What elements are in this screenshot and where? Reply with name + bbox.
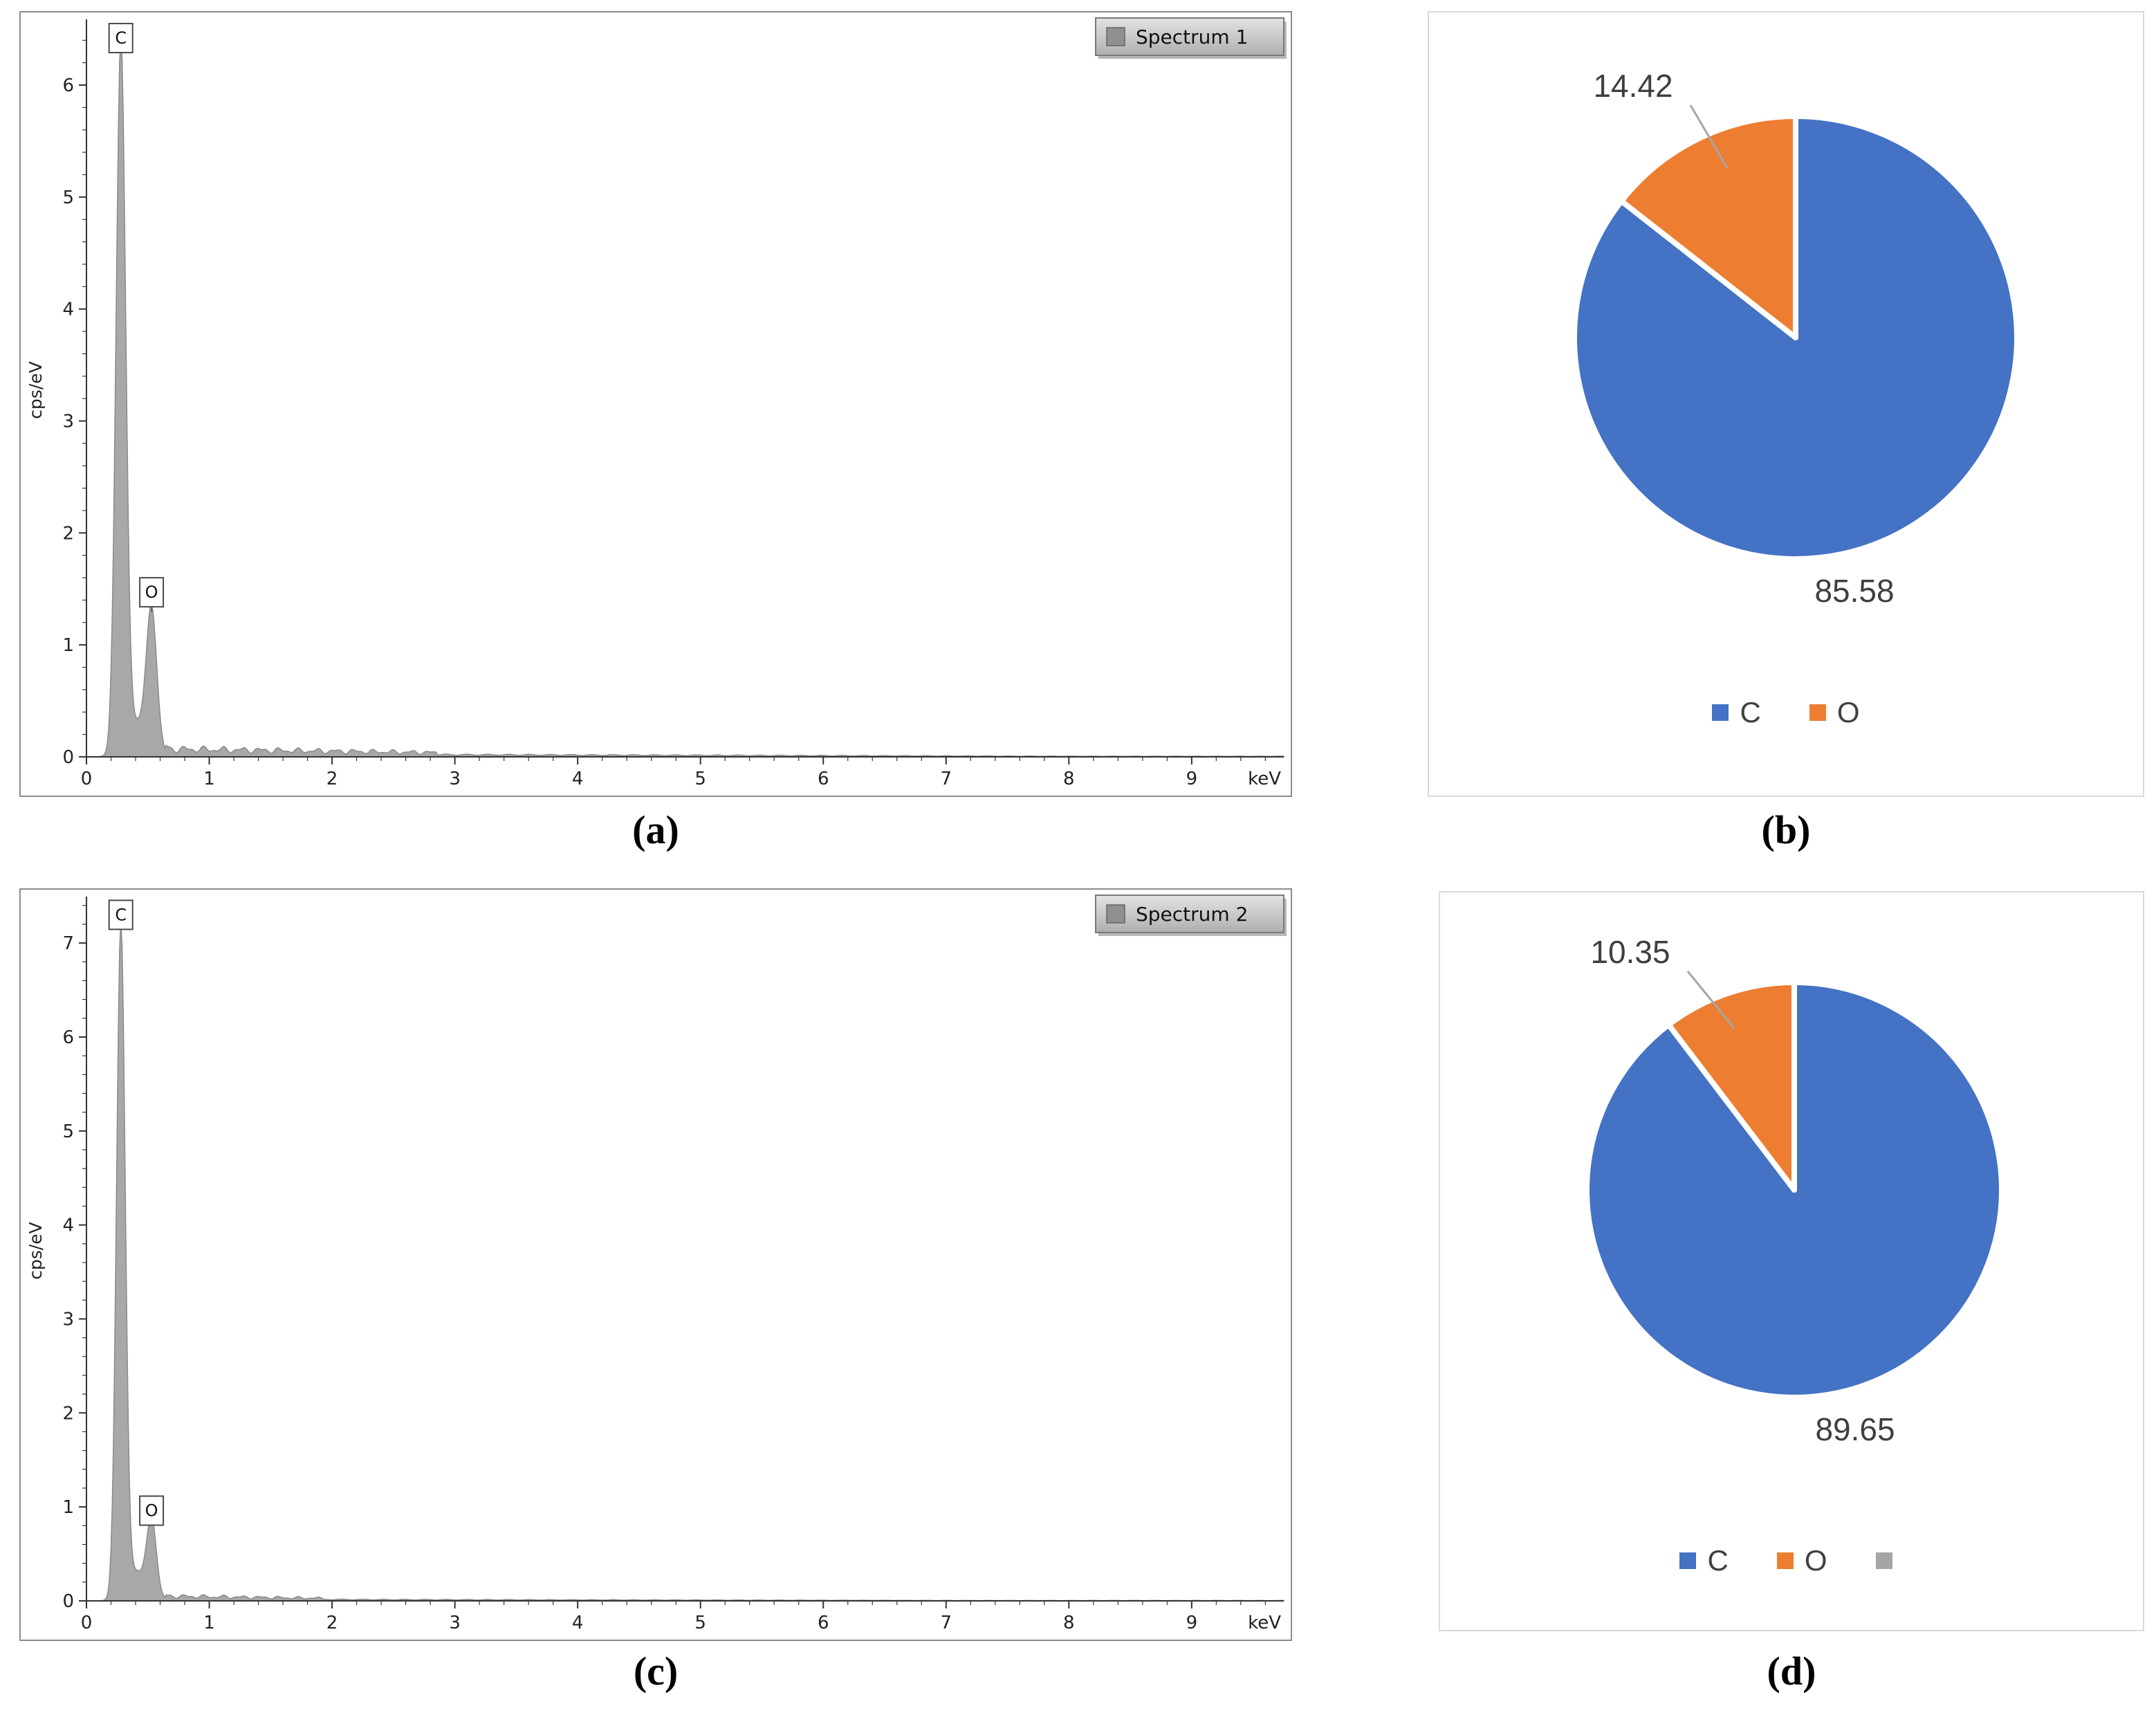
- y-axis-label: cps/eV: [26, 1222, 46, 1280]
- x-axis-unit-label: keV: [1248, 1613, 1281, 1633]
- x-tick-label: 5: [694, 769, 706, 789]
- peak-label-O: O: [139, 1495, 165, 1526]
- panel-spectrum-1: 0 1 2 3 4 5 6 7 8 9 keV 0 1 2 3 4 5 6 cps/eV C O Spectrum 1: [19, 11, 1292, 797]
- value-leader-line: [1686, 971, 1735, 1029]
- pie-slice-O: [1666, 980, 1797, 1193]
- y-tick-label: 2: [62, 523, 74, 544]
- eds-spectrum-1-chart: 0 1 2 3 4 5 6 7 8 9 keV 0 1 2 3 4 5 6 cps/eV C O Spectrum 1: [26, 17, 1287, 789]
- pie-value-major: 85.58: [1814, 573, 1894, 609]
- x-tick-label: 2: [326, 769, 338, 789]
- x-tick-label: 7: [940, 769, 952, 789]
- x-tick-label: 2: [326, 1613, 338, 1633]
- x-tick-label: 6: [818, 1613, 829, 1633]
- spectrum-legend: Spectrum 2: [1095, 895, 1287, 936]
- pie-legend-entry-C: C: [1679, 1544, 1729, 1577]
- axes: [86, 19, 1284, 758]
- y-tick-label: 1: [62, 635, 74, 656]
- panel-label-a: (a): [632, 807, 679, 852]
- x-tick-label: 7: [940, 1613, 952, 1633]
- x-tick-label: 6: [818, 769, 829, 789]
- spectrum-legend-label: Spectrum 2: [1136, 903, 1248, 926]
- y-axis-label: cps/eV: [26, 361, 46, 419]
- y-tick-label: 7: [62, 933, 74, 954]
- x-tick-label: 0: [81, 769, 93, 789]
- x-tick-label: 1: [203, 769, 215, 789]
- x-tick-label: 4: [572, 769, 584, 789]
- y-tick-label: 5: [62, 187, 74, 208]
- x-tick-label: 1: [203, 1613, 215, 1633]
- legend-swatch-icon: [1106, 904, 1125, 924]
- spectrum-trace: [86, 37, 1284, 758]
- pie-slice-O: [1619, 113, 1798, 340]
- y-axis-ticks: 0 1 2 3 4 5 6 7: [62, 905, 86, 1612]
- y-tick-label: 3: [62, 412, 74, 432]
- peak-label-C: C: [108, 899, 133, 930]
- pie-legend-entry-O: O: [1809, 696, 1860, 729]
- pie-legend-entry-O: O: [1776, 1544, 1827, 1577]
- peak-element-letter: O: [145, 1501, 158, 1521]
- x-axis-unit-label: keV: [1248, 769, 1281, 789]
- legend-swatch-icon: [1875, 1552, 1892, 1569]
- peak-label-C: C: [108, 23, 133, 54]
- y-axis-ticks: 0 1 2 3 4 5 6: [62, 39, 86, 768]
- composition-pie-1-chart: 85.58 14.42: [1571, 68, 2020, 609]
- spectrum-trace: [86, 921, 1284, 1602]
- x-tick-label: 5: [694, 1613, 706, 1633]
- x-tick-label: 3: [449, 769, 461, 789]
- x-axis-ticks: 0 1 2 3 4 5 6 7 8 9 keV: [81, 1601, 1281, 1633]
- x-tick-label: 8: [1063, 769, 1075, 789]
- y-tick-label: 0: [62, 1591, 74, 1612]
- composition-pie-2-chart: 89.65 10.35: [1584, 934, 2005, 1447]
- y-tick-label: 4: [62, 300, 74, 320]
- legend-label: O: [1804, 1544, 1827, 1577]
- peak-element-letter: O: [145, 583, 158, 602]
- x-tick-label: 9: [1186, 1613, 1198, 1633]
- panel-spectrum-2: 0 1 2 3 4 5 6 7 8 9 keV 0 1 2 3 4 5 6 7 cps/eV C O Spectrum 2: [19, 888, 1292, 1641]
- peak-element-letter: C: [115, 28, 127, 48]
- y-tick-label: 6: [62, 1027, 74, 1048]
- y-tick-label: 3: [62, 1309, 74, 1330]
- legend-swatch-icon: [1712, 704, 1729, 721]
- pie-value-major: 89.65: [1815, 1411, 1895, 1447]
- peak-element-letter: C: [115, 905, 127, 924]
- pie-value-minor: 14.42: [1593, 68, 1673, 104]
- y-tick-label: 0: [62, 747, 74, 768]
- legend-swatch-icon: [1679, 1552, 1697, 1569]
- x-tick-label: 9: [1186, 769, 1198, 789]
- value-leader-line: [1689, 104, 1729, 169]
- x-tick-label: 8: [1063, 1613, 1075, 1633]
- panel-label-c: (c): [633, 1649, 679, 1694]
- legend-label: C: [1707, 1544, 1729, 1577]
- axes: [86, 897, 1284, 1602]
- legend-label: O: [1836, 696, 1860, 728]
- y-tick-label: 5: [62, 1121, 74, 1142]
- pie-legend-entry-extra: [1875, 1552, 1904, 1569]
- x-tick-label: 4: [572, 1613, 584, 1633]
- peak-label-O: O: [139, 577, 165, 612]
- y-tick-label: 4: [62, 1216, 74, 1236]
- x-tick-label: 3: [449, 1613, 461, 1633]
- legend-swatch-icon: [1809, 704, 1826, 721]
- eds-spectrum-2-chart: 0 1 2 3 4 5 6 7 8 9 keV 0 1 2 3 4 5 6 7 cps/eV C O Spectrum 2: [26, 895, 1287, 1633]
- pie-value-minor: 10.35: [1590, 934, 1670, 970]
- spectrum-legend: Spectrum 1: [1095, 17, 1287, 59]
- x-tick-label: 0: [81, 1613, 93, 1633]
- y-tick-label: 6: [62, 75, 74, 96]
- y-tick-label: 2: [62, 1403, 74, 1424]
- panel-label-d: (d): [1767, 1649, 1816, 1694]
- legend-swatch-icon: [1776, 1552, 1794, 1569]
- pie-legend-entry-C: C: [1712, 696, 1761, 729]
- legend-label: C: [1740, 696, 1761, 728]
- x-axis-ticks: 0 1 2 3 4 5 6 7 8 9 keV: [81, 757, 1281, 789]
- y-tick-label: 1: [62, 1497, 74, 1518]
- legend-swatch-icon: [1106, 27, 1125, 46]
- spectrum-legend-label: Spectrum 1: [1136, 26, 1248, 48]
- panel-label-b: (b): [1761, 807, 1811, 852]
